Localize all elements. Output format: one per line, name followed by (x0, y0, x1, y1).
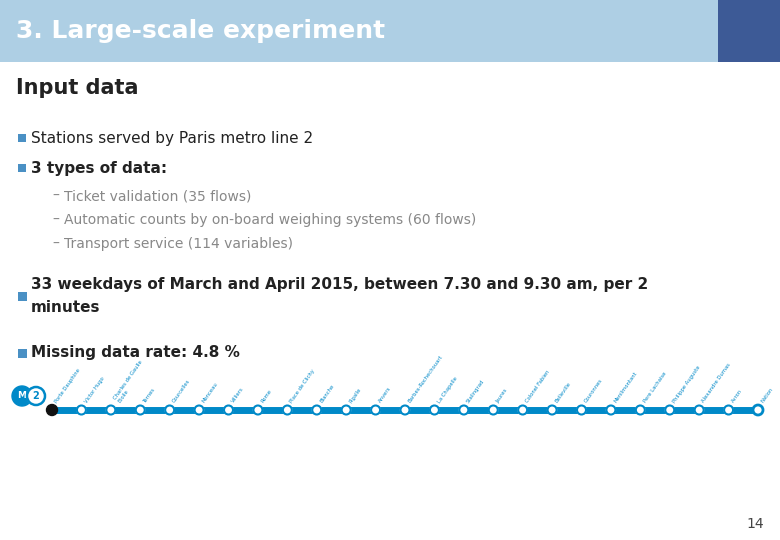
Circle shape (489, 406, 498, 415)
Text: Couronnes: Couronnes (583, 378, 604, 404)
Circle shape (665, 406, 674, 415)
Text: La Chapelle: La Chapelle (437, 376, 458, 404)
Circle shape (77, 406, 86, 415)
Circle shape (27, 387, 45, 405)
Text: 14: 14 (746, 517, 764, 531)
Text: 3. Large-scale experiment: 3. Large-scale experiment (16, 19, 385, 43)
Text: Ternes: Ternes (142, 387, 156, 404)
Text: Place de Clichy: Place de Clichy (289, 368, 317, 404)
Text: –: – (52, 213, 58, 227)
Text: Philippe Auguste: Philippe Auguste (672, 364, 701, 404)
Bar (18, 292, 27, 300)
Text: 2: 2 (33, 391, 39, 401)
Text: Victor Hugo: Victor Hugo (83, 376, 105, 404)
Text: Menilmontant: Menilmontant (613, 371, 638, 404)
Text: Avron: Avron (731, 389, 743, 404)
Text: 33 weekdays of March and April 2015, between 7.30 and 9.30 am, per 2
minutes: 33 weekdays of March and April 2015, bet… (31, 278, 648, 315)
Text: Stalingrad: Stalingrad (466, 379, 486, 404)
Circle shape (400, 406, 410, 415)
Circle shape (165, 406, 174, 415)
Circle shape (47, 404, 58, 415)
Text: M: M (17, 392, 27, 401)
Circle shape (312, 406, 321, 415)
Circle shape (194, 406, 204, 415)
Circle shape (577, 406, 586, 415)
Bar (718, 0, 780, 62)
Text: Anvers: Anvers (378, 386, 392, 404)
Text: Pere Lachaise: Pere Lachaise (643, 372, 668, 404)
Text: Courcelles: Courcelles (172, 379, 191, 404)
Bar (18, 164, 26, 172)
Circle shape (518, 406, 527, 415)
Circle shape (636, 406, 645, 415)
Text: –: – (52, 237, 58, 251)
Text: Monceau: Monceau (201, 382, 219, 404)
Circle shape (548, 406, 557, 415)
Circle shape (106, 406, 115, 415)
Text: Pigalle: Pigalle (348, 387, 362, 404)
Circle shape (12, 386, 32, 406)
Text: Input data: Input data (16, 78, 139, 98)
Text: Barbes-Rochechouart: Barbes-Rochechouart (407, 355, 444, 404)
Circle shape (753, 405, 763, 415)
Text: Missing data rate: 4.8 %: Missing data rate: 4.8 % (31, 346, 240, 361)
Text: Rome: Rome (260, 389, 273, 404)
Text: Automatic counts by on-board weighing systems (60 flows): Automatic counts by on-board weighing sy… (64, 213, 477, 227)
Circle shape (224, 406, 233, 415)
Bar (0, 0, 780, 62)
Circle shape (459, 406, 468, 415)
Text: Jaures: Jaures (495, 388, 509, 404)
Text: –: – (52, 189, 58, 203)
Text: Porte Dauphine: Porte Dauphine (54, 368, 82, 404)
Text: Villiers: Villiers (231, 387, 245, 404)
Circle shape (606, 406, 615, 415)
Circle shape (695, 406, 704, 415)
Text: Ticket validation (35 flows): Ticket validation (35 flows) (64, 189, 251, 203)
Text: Blanche: Blanche (319, 384, 335, 404)
Text: Transport service (114 variables): Transport service (114 variables) (64, 237, 293, 251)
Bar (18, 134, 26, 142)
Text: Stations served by Paris metro line 2: Stations served by Paris metro line 2 (31, 131, 313, 145)
Text: Colonel Fabien: Colonel Fabien (525, 370, 551, 404)
Circle shape (254, 406, 262, 415)
Text: Belleville: Belleville (554, 381, 572, 404)
Text: Alexandre Dumas: Alexandre Dumas (701, 363, 732, 404)
Circle shape (136, 406, 145, 415)
Text: 3 types of data:: 3 types of data: (31, 160, 167, 176)
Circle shape (371, 406, 380, 415)
Circle shape (724, 406, 733, 415)
Text: Nation: Nation (760, 387, 774, 404)
Circle shape (342, 406, 351, 415)
Bar (18, 348, 27, 357)
Text: Charles de Gaulle
Etoile: Charles de Gaulle Etoile (113, 360, 148, 404)
Circle shape (283, 406, 292, 415)
Circle shape (430, 406, 439, 415)
